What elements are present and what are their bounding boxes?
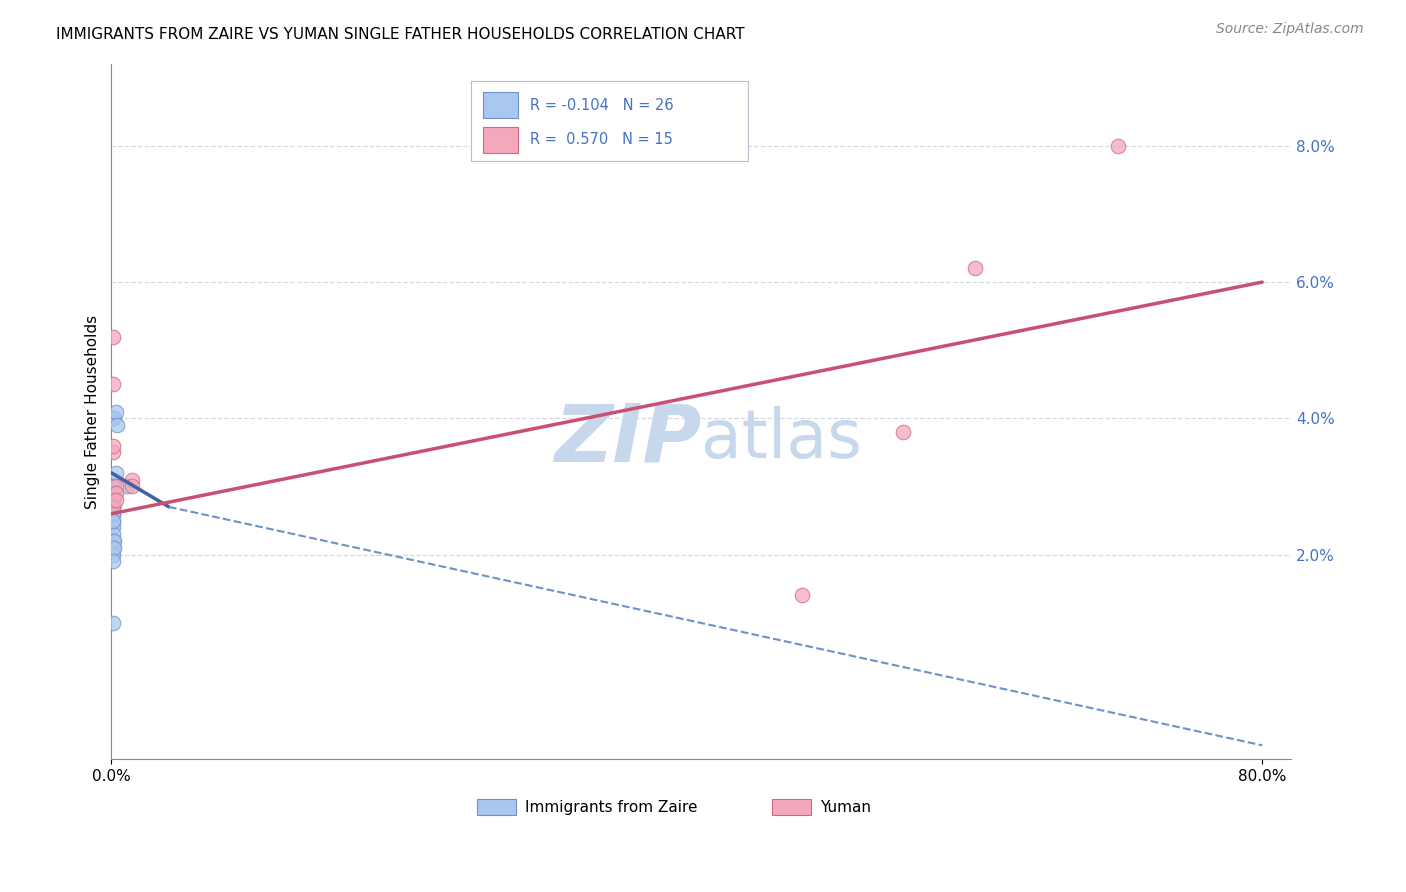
Point [115,479,138,493]
Point [101,514,124,528]
Point [104,404,127,418]
Point [101,329,124,343]
Point [101,554,124,568]
Point [101,473,124,487]
Point [104,493,127,508]
Point [101,445,124,459]
Text: R = -0.104   N = 26: R = -0.104 N = 26 [530,97,673,112]
Point [101,514,124,528]
Point [104,479,127,493]
Point [101,500,124,514]
Point [101,527,124,541]
Point [101,500,124,514]
FancyBboxPatch shape [477,799,516,814]
Point [101,541,124,555]
Point [101,439,124,453]
FancyBboxPatch shape [471,81,748,161]
Text: ZIP: ZIP [554,401,702,478]
Point [101,507,124,521]
Point [105,418,128,433]
Text: Immigrants from Zaire: Immigrants from Zaire [526,800,697,815]
Point [103,533,125,548]
Point [103,541,125,555]
Point [121,479,143,493]
Point [121,473,143,487]
FancyBboxPatch shape [484,127,519,153]
Point [101,520,124,534]
Point [101,486,124,500]
Point [101,493,124,508]
Point [101,493,124,508]
Point [101,479,124,493]
Point [1107,138,1129,153]
Point [963,261,986,276]
Point [101,507,124,521]
Point [103,411,125,425]
Text: Yuman: Yuman [820,800,872,815]
Point [101,377,124,392]
Y-axis label: Single Father Households: Single Father Households [86,315,100,508]
Point [101,548,124,562]
Text: Source: ZipAtlas.com: Source: ZipAtlas.com [1216,22,1364,37]
FancyBboxPatch shape [484,92,519,119]
Point [101,533,124,548]
Text: R =  0.570   N = 15: R = 0.570 N = 15 [530,132,673,147]
Point [790,589,813,603]
Point [104,486,127,500]
Point [101,493,124,508]
Point [101,411,124,425]
Point [104,466,127,480]
Text: atlas: atlas [702,407,862,473]
Text: IMMIGRANTS FROM ZAIRE VS YUMAN SINGLE FATHER HOUSEHOLDS CORRELATION CHART: IMMIGRANTS FROM ZAIRE VS YUMAN SINGLE FA… [56,27,745,42]
Point [101,500,124,514]
Point [101,615,124,630]
Point [891,425,914,439]
FancyBboxPatch shape [772,799,811,814]
